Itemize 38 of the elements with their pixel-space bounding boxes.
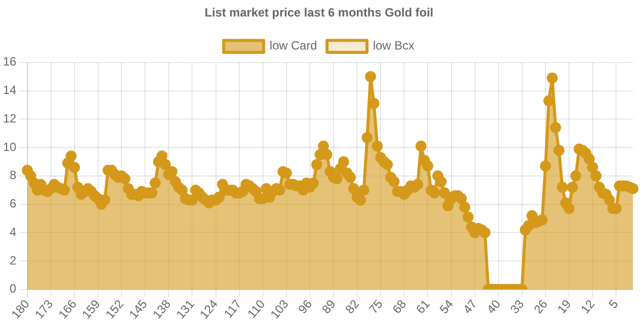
x-tick-label: 47: [460, 296, 480, 316]
y-tick-label: 8: [10, 168, 17, 182]
x-tick-label: 117: [221, 296, 244, 321]
x-tick-label: 82: [342, 296, 362, 316]
legend-label: low Bcx: [373, 38, 414, 53]
x-tick-label: 61: [413, 296, 433, 316]
x-tick-label: 103: [268, 296, 292, 322]
x-tick-label: 110: [244, 296, 268, 321]
x-tick-label: 173: [32, 296, 56, 322]
y-tick-label: 4: [10, 224, 17, 239]
y-tick-label: 16: [2, 54, 17, 69]
chart-title: List market price last 6 months Gold foil: [204, 6, 434, 20]
x-tick-label: 145: [126, 296, 150, 322]
x-tick-label: 40: [484, 296, 504, 316]
y-tick-label: 2: [10, 253, 17, 268]
x-tick-label: 180: [8, 296, 32, 322]
y-tick-label: 10: [2, 140, 17, 154]
x-tick-label: 19: [554, 296, 574, 316]
x-tick-label: 33: [507, 296, 527, 316]
x-tick-label: 54: [436, 296, 456, 316]
y-tick-label: 6: [10, 196, 17, 211]
x-tick-label: 68: [390, 296, 410, 316]
y-tick-label: 14: [2, 83, 17, 98]
x-tick-label: 159: [79, 296, 104, 322]
y-tick-label: 0: [10, 282, 17, 296]
x-tick-label: 75: [366, 296, 386, 316]
x-tick-label: 26: [531, 296, 551, 316]
y-tick-label: 12: [2, 111, 17, 126]
x-tick-label: 96: [295, 296, 316, 316]
x-tick-label: 138: [150, 296, 174, 322]
x-tick-label: 12: [578, 296, 598, 316]
legend-label: low Card: [270, 38, 318, 53]
x-tick-label: 152: [102, 296, 127, 322]
x-tick-label: 5: [606, 296, 622, 312]
x-tick-label: 131: [173, 296, 198, 322]
x-tick-label: 89: [319, 296, 339, 316]
x-tick-label: 166: [56, 296, 80, 322]
x-tick-label: 124: [197, 296, 221, 322]
